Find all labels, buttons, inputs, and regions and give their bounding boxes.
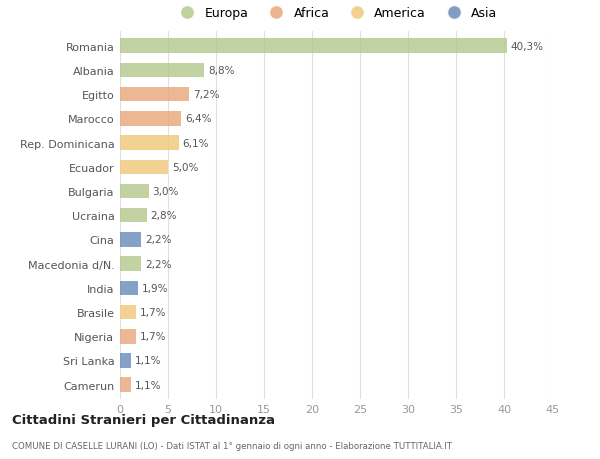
Text: 1,1%: 1,1% — [134, 380, 161, 390]
Text: Cittadini Stranieri per Cittadinanza: Cittadini Stranieri per Cittadinanza — [12, 413, 275, 426]
Bar — [120, 185, 149, 199]
Bar — [120, 136, 179, 151]
Bar — [120, 353, 131, 368]
Text: 2,8%: 2,8% — [151, 211, 177, 221]
Bar — [120, 63, 205, 78]
Bar — [120, 233, 141, 247]
Bar — [120, 112, 181, 126]
Bar — [120, 39, 507, 54]
Text: 7,2%: 7,2% — [193, 90, 220, 100]
Text: 40,3%: 40,3% — [511, 42, 544, 51]
Bar — [120, 208, 147, 223]
Legend: Europa, Africa, America, Asia: Europa, Africa, America, Asia — [175, 7, 497, 20]
Text: 1,7%: 1,7% — [140, 331, 167, 341]
Text: 5,0%: 5,0% — [172, 162, 198, 173]
Text: 3,0%: 3,0% — [152, 186, 179, 196]
Bar — [120, 378, 131, 392]
Text: 8,8%: 8,8% — [208, 66, 235, 76]
Bar — [120, 257, 141, 271]
Bar — [120, 88, 189, 102]
Text: 2,2%: 2,2% — [145, 235, 172, 245]
Bar — [120, 281, 138, 296]
Text: COMUNE DI CASELLE LURANI (LO) - Dati ISTAT al 1° gennaio di ogni anno - Elaboraz: COMUNE DI CASELLE LURANI (LO) - Dati IST… — [12, 441, 452, 450]
Text: 1,1%: 1,1% — [134, 356, 161, 366]
Text: 6,4%: 6,4% — [185, 114, 212, 124]
Text: 1,7%: 1,7% — [140, 308, 167, 317]
Text: 2,2%: 2,2% — [145, 259, 172, 269]
Text: 6,1%: 6,1% — [182, 138, 209, 148]
Bar — [120, 329, 136, 344]
Text: 1,9%: 1,9% — [142, 283, 169, 293]
Bar — [120, 160, 168, 175]
Bar — [120, 305, 136, 319]
